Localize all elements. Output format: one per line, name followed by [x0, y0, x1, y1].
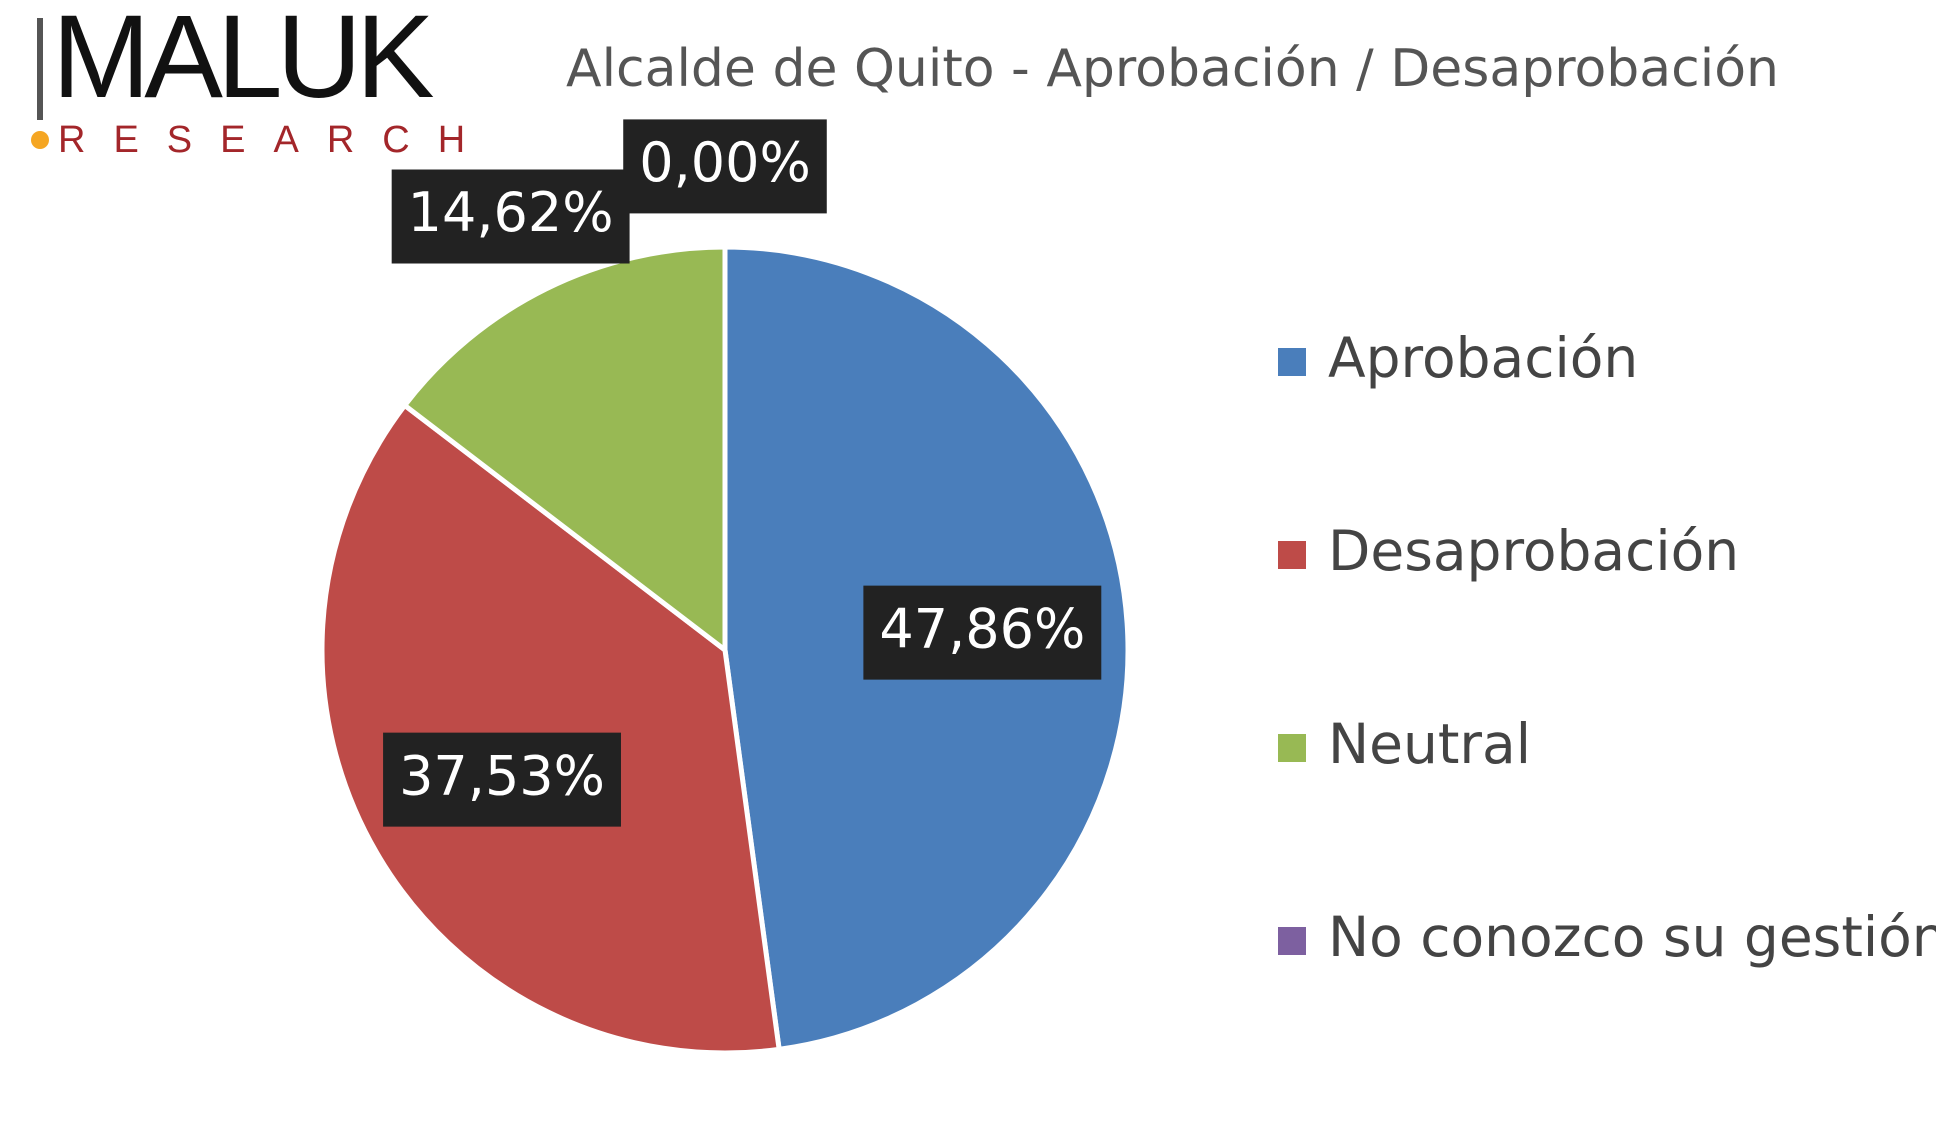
data-label: 14,62% [391, 169, 630, 264]
pie-slice [401, 244, 728, 656]
data-label-box [863, 585, 1102, 680]
data-label-box [383, 732, 621, 827]
data-label: 37,53% [383, 732, 621, 827]
chart-title: Alcalde de Quito - Aprobación / Desaprob… [566, 39, 1779, 99]
legend-swatch [1278, 734, 1306, 762]
legend-swatch [1278, 348, 1306, 376]
data-label: 47,86% [863, 585, 1102, 680]
pie-slice [319, 401, 782, 1056]
data-label-text: 47,86% [879, 597, 1085, 660]
data-label-text: 0,00% [639, 131, 811, 194]
legend-label: No conozco su gestión [1328, 905, 1936, 969]
legend-label: Desaprobación [1328, 519, 1739, 583]
logo-tagline: RESEARCH [58, 119, 493, 161]
data-label-box [391, 169, 630, 264]
data-label: 0,00% [623, 119, 827, 214]
legend-label: Aprobación [1328, 326, 1638, 390]
legend-label: Neutral [1328, 712, 1531, 776]
logo-dot [31, 131, 49, 149]
data-label-box [623, 119, 827, 214]
logo-name: MALUK [52, 0, 434, 123]
legend-swatch [1278, 927, 1306, 955]
data-label-text: 14,62% [408, 181, 614, 244]
legend-swatch [1278, 541, 1306, 569]
data-label-text: 37,53% [399, 744, 605, 807]
